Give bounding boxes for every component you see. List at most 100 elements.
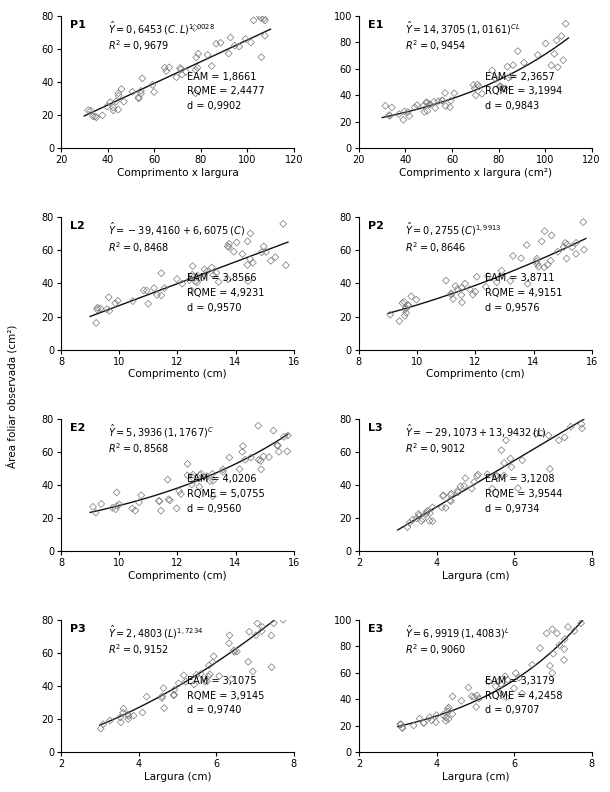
Point: [456, 289, 466, 302]
Point: [184, 274, 194, 287]
Point: [508, 249, 518, 262]
Point: [274, 445, 284, 458]
Point: [178, 277, 187, 290]
Point: [495, 81, 505, 93]
Point: [149, 282, 159, 295]
X-axis label: Comprimento x largura (cm²): Comprimento x largura (cm²): [399, 168, 552, 178]
Point: [98, 109, 107, 122]
Point: [142, 284, 152, 297]
Point: [426, 714, 436, 726]
Point: [149, 86, 159, 98]
Point: [234, 40, 244, 53]
Point: [92, 111, 101, 124]
Point: [438, 489, 448, 502]
Point: [159, 682, 168, 695]
Point: [245, 626, 254, 638]
Point: [513, 45, 523, 58]
Point: [547, 59, 556, 72]
Point: [483, 269, 493, 282]
Point: [470, 82, 479, 95]
Point: [394, 108, 404, 120]
Point: [487, 64, 497, 77]
Point: [506, 461, 516, 474]
Point: [492, 470, 502, 482]
Point: [96, 497, 106, 510]
Point: [237, 445, 247, 458]
Point: [395, 718, 405, 730]
Point: [243, 258, 253, 271]
Point: [136, 85, 146, 97]
Point: [400, 295, 409, 308]
Point: [472, 470, 482, 482]
Point: [414, 508, 423, 520]
Point: [411, 293, 421, 306]
Point: [229, 246, 239, 258]
Point: [160, 282, 170, 295]
Point: [441, 711, 451, 724]
Point: [181, 66, 191, 78]
Point: [419, 717, 429, 729]
Point: [424, 98, 434, 111]
Point: [501, 691, 511, 703]
Point: [208, 489, 218, 502]
Text: $\hat{Y} = 14,3705\,(1,0161)^{CL}$: $\hat{Y} = 14,3705\,(1,0161)^{CL}$: [406, 20, 521, 37]
Point: [90, 110, 100, 123]
Point: [179, 669, 188, 682]
Point: [245, 227, 255, 240]
Point: [422, 508, 431, 520]
Point: [496, 687, 506, 699]
Point: [517, 454, 527, 466]
Point: [205, 668, 215, 680]
Point: [472, 270, 482, 283]
Point: [271, 610, 281, 623]
Point: [459, 480, 469, 493]
Point: [203, 48, 212, 61]
Point: [257, 621, 267, 634]
Point: [257, 625, 267, 638]
Text: EAM = 3,1208
RQME = 3,9544
d = 0,9734: EAM = 3,1208 RQME = 3,9544 d = 0,9734: [484, 474, 562, 514]
Point: [410, 101, 420, 114]
Point: [500, 82, 510, 95]
Point: [207, 59, 217, 72]
Point: [514, 672, 524, 684]
Point: [443, 713, 453, 725]
Point: [187, 478, 196, 491]
Point: [104, 305, 114, 318]
Point: [473, 78, 483, 91]
Point: [447, 487, 456, 500]
Point: [218, 466, 228, 478]
Point: [396, 718, 406, 731]
Point: [224, 451, 234, 464]
Point: [534, 261, 544, 273]
Point: [142, 691, 151, 703]
Point: [154, 495, 164, 508]
Point: [182, 458, 192, 470]
Point: [500, 457, 509, 470]
Point: [508, 59, 518, 71]
Point: [460, 277, 470, 290]
Point: [267, 629, 276, 642]
Point: [240, 453, 250, 466]
Point: [448, 292, 458, 305]
Point: [154, 494, 164, 507]
Point: [469, 476, 479, 489]
Point: [542, 627, 551, 640]
Point: [409, 719, 418, 732]
Point: [431, 716, 441, 729]
Point: [404, 109, 414, 122]
Point: [441, 501, 451, 514]
Point: [544, 429, 553, 442]
Point: [162, 65, 171, 78]
Point: [232, 236, 242, 249]
Point: [243, 235, 253, 248]
Text: $\hat{Y} = 0,2755\,(C)^{1,9913}$: $\hat{Y} = 0,2755\,(C)^{1,9913}$: [406, 221, 502, 238]
Point: [546, 254, 556, 267]
Point: [174, 485, 184, 497]
Point: [444, 701, 454, 714]
Point: [397, 722, 407, 734]
Point: [533, 48, 543, 61]
Point: [200, 676, 210, 688]
Point: [448, 707, 458, 720]
Point: [443, 703, 453, 715]
Point: [562, 252, 572, 265]
